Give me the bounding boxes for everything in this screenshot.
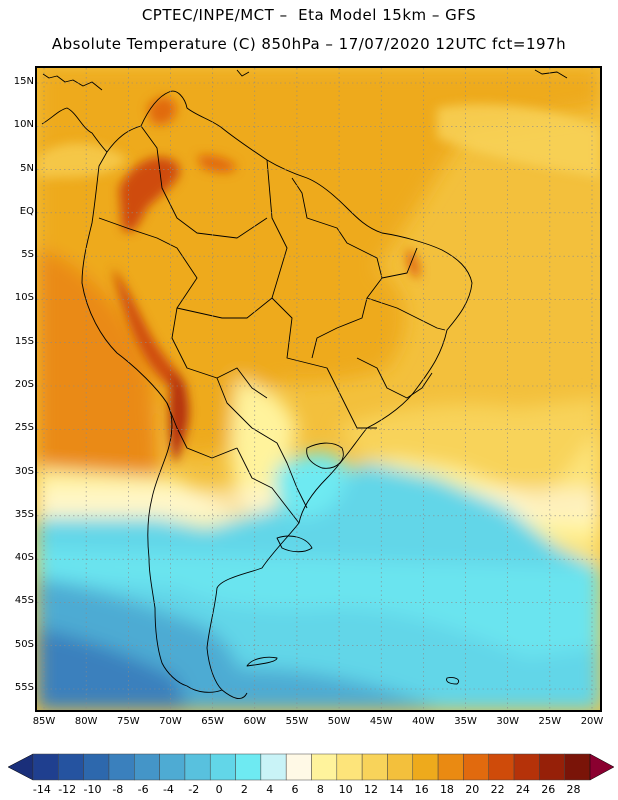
lat-tick-label: 50S bbox=[14, 638, 34, 650]
colorbar-tick-label: -8 bbox=[112, 783, 124, 796]
lat-tick-label: 35S bbox=[14, 508, 34, 520]
colorbar-tick-label: 20 bbox=[465, 783, 480, 796]
lon-tick-label: 45W bbox=[369, 716, 393, 727]
colorbar-tick-label: 28 bbox=[566, 783, 581, 796]
lat-tick-label: 15N bbox=[13, 76, 34, 87]
colorbar-swatch bbox=[159, 753, 186, 781]
lon-tick-label: 60W bbox=[243, 716, 267, 727]
lon-tick-label: 65W bbox=[201, 716, 224, 727]
colorbar-swatch bbox=[184, 753, 211, 781]
colorbar-tick-label: 26 bbox=[541, 783, 556, 796]
lon-tick-label: 55W bbox=[285, 716, 309, 727]
colorbar-swatch bbox=[108, 753, 135, 781]
colorbar-swatch bbox=[412, 753, 439, 781]
colorbar-swatch bbox=[387, 753, 414, 781]
lat-tick-label: 55S bbox=[14, 682, 34, 693]
colorbar-tick-label: 6 bbox=[291, 783, 299, 796]
colorbar-swatch bbox=[260, 753, 287, 781]
colorbar-swatch bbox=[32, 753, 59, 781]
colorbar-swatch bbox=[83, 753, 110, 781]
colorbar-tick-label: 18 bbox=[439, 783, 454, 796]
temperature-field bbox=[37, 68, 600, 710]
colorbar-swatch bbox=[564, 753, 591, 781]
lon-tick-label: 70W bbox=[159, 716, 182, 727]
colorbar-swatch bbox=[336, 753, 363, 781]
temperature-map bbox=[37, 68, 600, 710]
colorbar-swatch bbox=[513, 753, 540, 781]
lon-tick-label: 80W bbox=[74, 716, 98, 727]
chart-title-line1: CPTEC/INPE/MCT – Eta Model 15km – GFS bbox=[141, 6, 477, 24]
colorbar-tick-label: 2 bbox=[240, 783, 248, 796]
lat-tick-label: 40S bbox=[14, 552, 34, 564]
lat-tick-label: 15S bbox=[14, 335, 34, 347]
colorbar-tick-label: 8 bbox=[316, 783, 324, 796]
lon-tick-label: 50W bbox=[327, 716, 351, 727]
lon-tick-label: 75W bbox=[116, 716, 140, 727]
colorbar-swatch bbox=[235, 753, 262, 781]
colorbar-tick-label: -2 bbox=[188, 783, 200, 796]
colorbar-swatch bbox=[311, 753, 338, 781]
colorbar-tick-label: -4 bbox=[162, 783, 174, 796]
lat-tick-label: 5S bbox=[21, 249, 34, 261]
lon-tick-label: 35W bbox=[454, 716, 477, 727]
colorbar-tick-label: -14 bbox=[32, 783, 51, 796]
country-borders bbox=[41, 69, 568, 700]
colorbar-tick-label: 14 bbox=[389, 783, 404, 796]
colorbar-tick-label: -6 bbox=[137, 783, 149, 796]
graticule bbox=[37, 68, 600, 710]
lat-tick-label: 5N bbox=[20, 162, 34, 174]
lon-tick-label: 25W bbox=[538, 716, 562, 727]
colorbar-tick-label: 22 bbox=[490, 783, 505, 796]
lat-tick-label: 20S bbox=[14, 379, 34, 390]
lat-tick-label: 45S bbox=[14, 595, 34, 607]
lon-tick-label: 40W bbox=[412, 716, 435, 727]
colorbar-swatch bbox=[209, 753, 236, 781]
colorbar-tick-label: 12 bbox=[363, 783, 378, 796]
lon-tick-label: 85W bbox=[32, 716, 56, 727]
colorbar-under-arrow bbox=[7, 753, 34, 781]
colorbar-swatch bbox=[488, 753, 515, 781]
colorbar-tick-label: 4 bbox=[266, 783, 274, 796]
colorbar-tick-label: -12 bbox=[58, 783, 77, 796]
lat-tick-label: EQ bbox=[19, 205, 34, 217]
colorbar-swatch bbox=[285, 753, 312, 781]
temperature-colorbar bbox=[7, 753, 615, 781]
lat-tick-label: 30S bbox=[14, 465, 34, 477]
colorbar-tick-label: 16 bbox=[414, 783, 429, 796]
colorbar-tick-label: -10 bbox=[83, 783, 102, 796]
colorbar-tick-label: 24 bbox=[515, 783, 530, 796]
colorbar-swatch bbox=[463, 753, 489, 781]
colorbar-tick-label: 0 bbox=[215, 783, 223, 796]
chart-title-line2: Absolute Temperature (C) 850hPa – 17/07/… bbox=[51, 35, 567, 53]
lat-tick-label: 25S bbox=[14, 422, 34, 434]
lon-tick-label: 30W bbox=[496, 716, 519, 727]
lat-tick-label: 10N bbox=[13, 119, 34, 131]
colorbar-swatch bbox=[361, 753, 388, 781]
colorbar-swatch bbox=[539, 753, 565, 781]
lon-tick-label: 20W bbox=[580, 716, 604, 727]
lat-tick-label: 10S bbox=[14, 292, 34, 304]
colorbar-swatch bbox=[437, 753, 464, 781]
colorbar-swatch bbox=[134, 753, 160, 781]
map-panel bbox=[35, 66, 602, 712]
colorbar-tick-label: 10 bbox=[338, 783, 353, 796]
colorbar-over-arrow bbox=[589, 753, 615, 781]
colorbar-swatch bbox=[58, 753, 84, 781]
